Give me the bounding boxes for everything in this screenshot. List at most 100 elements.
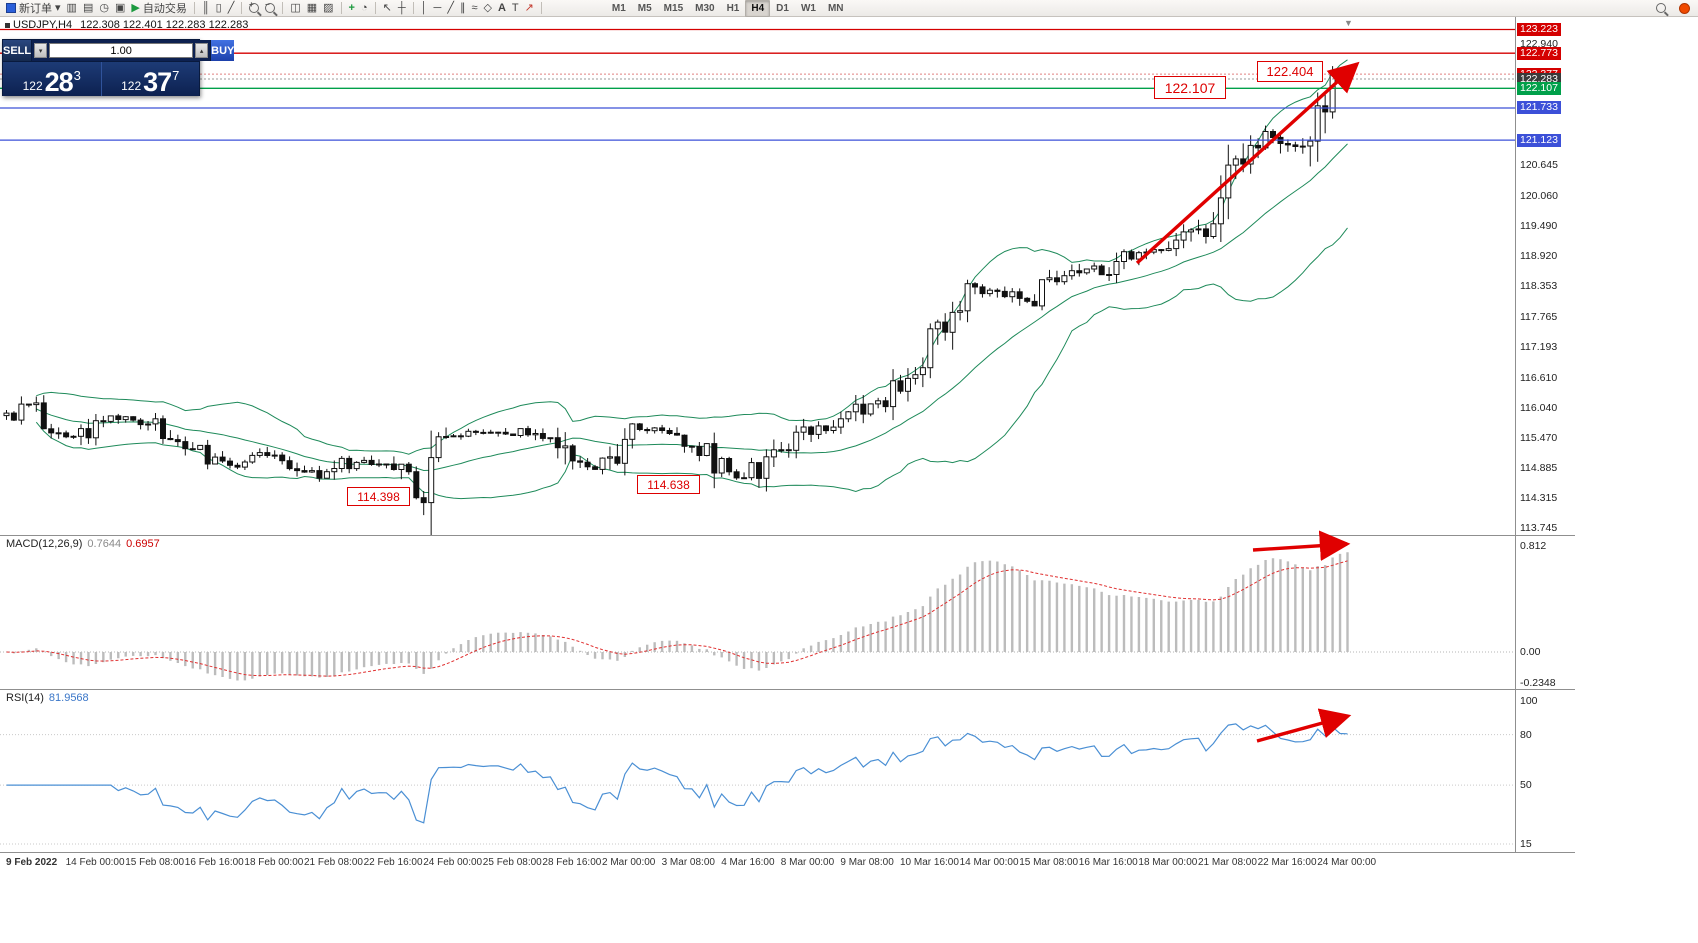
- price-tag: 122.107: [1517, 81, 1561, 95]
- indicators-icon[interactable]: +: [348, 1, 355, 14]
- new-order-button[interactable]: 新订单 ▾: [3, 1, 64, 16]
- sell-price[interactable]: 122 28 3: [3, 62, 101, 96]
- timeframe-M1[interactable]: M1: [611, 2, 626, 14]
- templates-icon[interactable]: ▨: [323, 1, 334, 14]
- zoom-in-button[interactable]: +: [246, 0, 262, 16]
- macd-signal-value: 0.6957: [126, 538, 160, 550]
- buy-price[interactable]: 122 37 7: [100, 62, 199, 97]
- timeframe-H4[interactable]: H4: [745, 0, 771, 17]
- price-tick: 119.490: [1520, 220, 1558, 233]
- minus-icon: −: [264, 0, 270, 9]
- label-tool-icon[interactable]: T: [511, 1, 519, 14]
- volume-increase-button[interactable]: ▴: [195, 43, 209, 58]
- new-order-icon: [6, 3, 16, 13]
- chart-surface[interactable]: [0, 16, 1698, 853]
- line-chart-type-icon[interactable]: ╱: [227, 1, 235, 14]
- channel-tool-icon[interactable]: ∥: [459, 1, 466, 14]
- toolbar-separator: [282, 2, 284, 14]
- crosshair-tool-icon[interactable]: ┼: [397, 1, 406, 14]
- timeframe-M30[interactable]: M30: [695, 2, 715, 14]
- buy-button[interactable]: BUY: [210, 40, 235, 61]
- macd-axis-label: 0.00: [1520, 646, 1541, 658]
- time-label: 14 Feb 00:00: [65, 857, 125, 868]
- buy-price-point: 7: [172, 68, 180, 83]
- time-label: 16 Mar 16:00: [1078, 857, 1138, 868]
- candlestick-chart-type-icon[interactable]: ▯: [215, 1, 222, 14]
- tile-windows-icon[interactable]: ◫: [290, 1, 301, 14]
- order-prices-row: 122 28 3 122 37 7: [3, 62, 199, 96]
- price-tick: 116.040: [1520, 401, 1558, 414]
- time-label: 8 Mar 00:00: [780, 857, 835, 868]
- price-tick: 115.470: [1520, 431, 1558, 444]
- timeframe-D1[interactable]: D1: [776, 2, 789, 14]
- horizontal-line-tool-icon[interactable]: ─: [433, 1, 442, 14]
- timeframe-M15[interactable]: M15: [663, 2, 684, 14]
- time-label: 25 Feb 08:00: [482, 857, 542, 868]
- zoom-out-button[interactable]: −: [262, 0, 278, 16]
- chart-shift-marker[interactable]: ▼: [1344, 18, 1353, 28]
- arrows-tool-icon[interactable]: ↗: [524, 1, 534, 14]
- charts-window-icon[interactable]: ▥: [66, 1, 77, 14]
- autotrade-button[interactable]: ▶ 自动交易: [128, 1, 189, 16]
- timeframe-toolbar: M1 M5 M15 M30 H1 H4 D1 W1 MN: [606, 0, 850, 17]
- trendline-tool-icon[interactable]: ╱: [447, 1, 454, 14]
- magnifier-icon: [1656, 3, 1666, 13]
- time-label: 10 Mar 16:00: [900, 857, 959, 868]
- price-tick: 114.885: [1520, 462, 1558, 475]
- search-icon[interactable]: [1653, 1, 1669, 16]
- toolbar-separator: [241, 2, 243, 14]
- time-label: 2 Mar 00:00: [602, 857, 656, 868]
- alerts-icon[interactable]: ◷: [99, 1, 109, 14]
- price-annotation-114398[interactable]: 114.398: [347, 487, 410, 506]
- sell-price-point: 3: [73, 68, 81, 83]
- toolbar-separator: [340, 2, 342, 14]
- time-label: 24 Mar 00:00: [1317, 857, 1377, 868]
- macd-name: MACD(12,26,9): [6, 538, 83, 550]
- periods-icon[interactable]: ◔: [360, 1, 368, 14]
- buy-price-big-figure: 122: [121, 78, 142, 93]
- vertical-line-tool-icon[interactable]: │: [420, 1, 428, 14]
- timeframe-M5[interactable]: M5: [637, 2, 652, 14]
- price-tick: 113.745: [1520, 522, 1558, 535]
- buy-price-pips: 37: [143, 66, 172, 97]
- time-label: 15 Mar 08:00: [1019, 857, 1079, 868]
- sell-price-big-figure: 122: [22, 78, 43, 93]
- toolbar-separator: [412, 2, 414, 14]
- notification-badge[interactable]: [1679, 2, 1690, 14]
- timeframe-H1[interactable]: H1: [726, 2, 740, 14]
- terminal-icon[interactable]: ▣: [114, 1, 126, 14]
- bar-chart-type-icon[interactable]: ║: [201, 1, 210, 14]
- time-label: 9 Mar 08:00: [840, 857, 894, 868]
- volume-input[interactable]: [49, 43, 194, 58]
- timeframe-W1[interactable]: W1: [800, 2, 816, 14]
- price-annotation-122107[interactable]: 122.107: [1154, 76, 1226, 99]
- price-annotation-122404[interactable]: 122.404: [1257, 61, 1323, 82]
- autotrade-label: 自动交易: [142, 3, 187, 15]
- fibonacci-tool-icon[interactable]: ≈: [471, 1, 478, 14]
- shapes-tool-icon[interactable]: ◇: [483, 1, 492, 14]
- time-label: 16 Feb 16:00: [184, 857, 244, 868]
- time-label: 22 Feb 16:00: [363, 857, 423, 868]
- price-tick: 118.920: [1520, 250, 1558, 263]
- time-label: 18 Feb 00:00: [244, 857, 304, 868]
- timeframe-MN[interactable]: MN: [827, 2, 844, 14]
- time-label: 15 Feb 08:00: [125, 857, 185, 868]
- cursor-tool-icon[interactable]: ↖: [382, 1, 392, 14]
- rsi-axis-label: 50: [1520, 779, 1532, 792]
- rsi-value: 81.9568: [48, 692, 89, 704]
- time-label: 22 Mar 16:00: [1257, 857, 1317, 868]
- plus-icon: +: [248, 0, 254, 9]
- profiles-icon[interactable]: ▤: [82, 1, 94, 14]
- sell-button[interactable]: SELL: [3, 40, 33, 61]
- cascade-windows-icon[interactable]: ▦: [306, 1, 318, 14]
- price-annotation-114638[interactable]: 114.638: [637, 475, 700, 494]
- chart-header: USDJPY,H4 122.308 122.401 122.283 122.28…: [5, 19, 248, 31]
- price-tick: 118.353: [1520, 279, 1558, 292]
- time-label: 3 Mar 08:00: [661, 857, 715, 868]
- price-tag: 122.773: [1517, 46, 1561, 60]
- volume-decrease-button[interactable]: ▾: [34, 43, 48, 58]
- volume-control: ▾ ▴: [32, 40, 211, 61]
- text-tool-icon[interactable]: A: [497, 1, 506, 14]
- magnifier-icon: [265, 3, 276, 13]
- time-label: 18 Mar 00:00: [1138, 857, 1198, 868]
